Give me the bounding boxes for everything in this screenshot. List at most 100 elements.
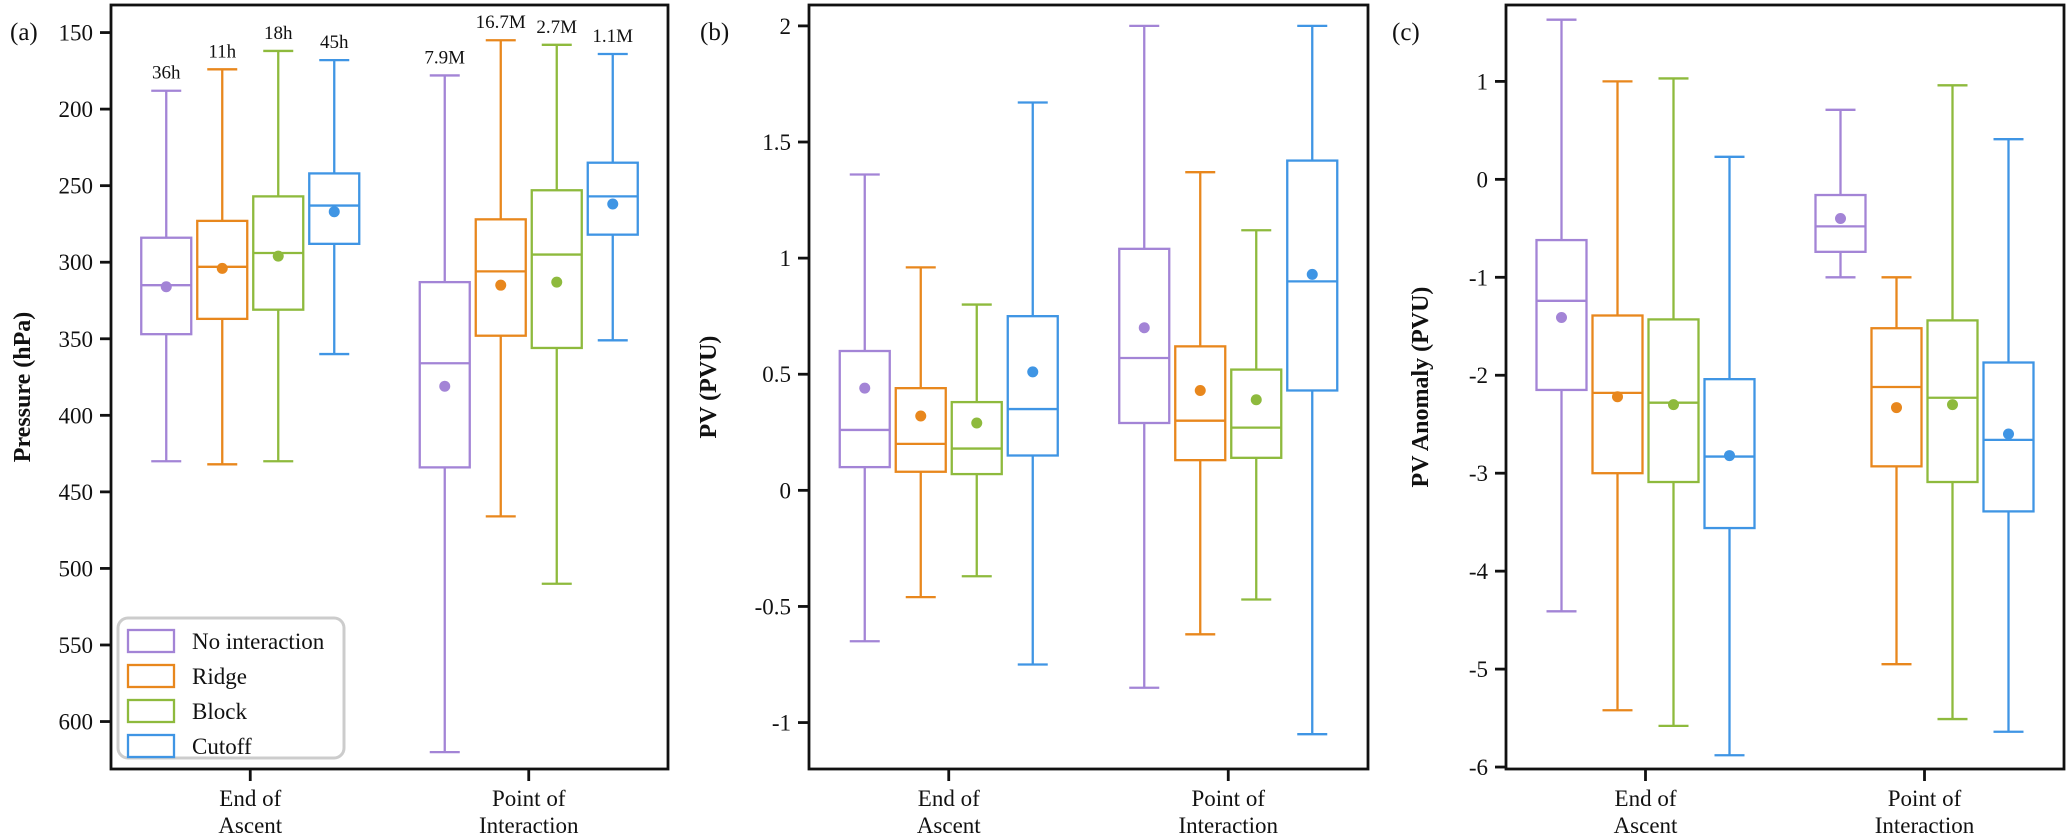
box-group-no-interaction [1814, 108, 1867, 279]
mean-dot [1556, 311, 1567, 323]
y-axis-title: Pressure (hPa) [10, 312, 36, 462]
y-tick-label: 0.5 [762, 362, 791, 387]
y-tick-label: 0 [780, 478, 792, 503]
x-tick-label-line1: Point of [1888, 786, 1962, 811]
mean-dot [607, 198, 619, 210]
y-tick-label: 1.5 [762, 130, 791, 155]
legend-item-label: Block [192, 699, 247, 724]
mean-dot [1138, 322, 1150, 334]
panel-c: (c) PV Anomaly (PVU) 1 0 -1 -2 -3 -4 -5 -6 End ofA… [1392, 3, 2066, 837]
box-annotation: 16.7M [476, 12, 526, 33]
mean-dot [971, 417, 983, 429]
y-tick-label: 200 [59, 97, 94, 122]
x-tick-label-line1: End of [918, 786, 980, 811]
x-tick-label-line2: Ascent [1614, 813, 1678, 837]
x-tick-label-line2: Interaction [1875, 813, 1975, 837]
y-tick-label: 250 [59, 174, 94, 199]
box-rect [418, 280, 471, 469]
box-group-no-interaction: 36h [140, 63, 193, 463]
mean-dot [328, 206, 340, 218]
box-annotation: 11h [208, 41, 236, 62]
legend-item-label: Cutoff [192, 734, 252, 759]
box-group-cutoff [1703, 155, 1756, 757]
mean-dot [495, 279, 507, 291]
box-group-no-interaction [1118, 24, 1171, 689]
box-group-no-interaction [838, 173, 891, 643]
box-annotation: 36h [152, 63, 181, 84]
mean-dot [1724, 450, 1735, 462]
mean-dot [1835, 213, 1846, 225]
box-annotation: 7.9M [424, 47, 465, 68]
legend: No interaction Ridge Block Cutoff [116, 616, 346, 760]
plot-spine [807, 3, 1370, 771]
box-group-cutoff: 1.1M [586, 26, 639, 342]
box-annotation: 45h [320, 32, 349, 53]
mean-dot [1668, 399, 1679, 411]
box-group-ridge [894, 266, 947, 599]
box-rect [950, 400, 1003, 476]
x-tick-label-line2: Ascent [917, 813, 981, 837]
box-group-cutoff: 45h [308, 32, 361, 356]
y-tick-label: -0.5 [755, 594, 791, 619]
box-group-ridge [1591, 80, 1644, 712]
x-tick-label-line2: Interaction [1178, 813, 1278, 837]
box-group-block [950, 303, 1003, 578]
plot-spine [1504, 3, 2066, 771]
box-annotation: 2.7M [536, 17, 577, 38]
plot-spine [109, 3, 670, 771]
x-tick-label-line1: Point of [492, 786, 566, 811]
box-rect [838, 349, 891, 469]
mean-dot [1027, 366, 1039, 378]
box-group-cutoff [1982, 138, 2035, 733]
y-axis-title: PV Anomaly (PVU) [1408, 287, 1434, 488]
y-tick-label: -2 [1469, 363, 1488, 388]
y-tick-label: 450 [59, 480, 94, 505]
box-rect [474, 218, 527, 337]
y-tick-label: 0 [1477, 167, 1489, 192]
panel-letter: (c) [1392, 19, 1420, 46]
panel-a: (a) Pressure (hPa) 150 200 250 300 350 400 450 50… [10, 3, 670, 837]
box-group-ridge [1870, 276, 1923, 666]
mean-dot [272, 250, 284, 262]
y-tick-label: 300 [59, 250, 94, 275]
mean-dot [1306, 268, 1318, 280]
mean-dot [915, 410, 927, 422]
x-tick-label-line1: End of [219, 786, 281, 811]
box-rect [1174, 345, 1227, 462]
box-group-ridge: 16.7M [474, 12, 527, 518]
mean-dot [859, 382, 871, 394]
x-tick-label-line2: Ascent [218, 813, 282, 837]
y-tick-label: -3 [1469, 461, 1488, 486]
legend-swatch [126, 628, 176, 654]
box-group-cutoff [1286, 24, 1339, 736]
legend-swatch [126, 733, 176, 759]
y-tick-label: -5 [1469, 657, 1488, 682]
y-tick-label: 550 [59, 633, 94, 658]
y-tick-label: -6 [1469, 755, 1488, 780]
x-tick-label-line1: End of [1615, 786, 1677, 811]
mean-dot [1947, 399, 1958, 411]
box-group-block: 2.7M [530, 17, 583, 585]
box-group-ridge [1174, 171, 1227, 636]
mean-dot [1891, 402, 1902, 414]
y-tick-label: 350 [59, 327, 94, 352]
mean-dot [1194, 384, 1206, 396]
legend-item-label: Ridge [192, 664, 247, 689]
y-tick-label: 500 [59, 556, 94, 581]
mean-dot [160, 281, 172, 293]
mean-dot [216, 262, 228, 274]
box-rect [894, 387, 947, 473]
panel-letter: (b) [700, 19, 729, 46]
mean-dot [1250, 394, 1262, 406]
box-group-no-interaction: 7.9M [418, 47, 471, 754]
y-tick-label: 1 [780, 246, 792, 271]
y-tick-label: -1 [1469, 265, 1488, 290]
y-tick-label: 150 [59, 21, 94, 46]
mean-dot [2003, 428, 2014, 440]
box-group-cutoff [1006, 101, 1059, 666]
box-annotation: 1.1M [592, 26, 633, 47]
box-rect [1006, 315, 1059, 457]
y-tick-label: 2 [780, 14, 792, 39]
